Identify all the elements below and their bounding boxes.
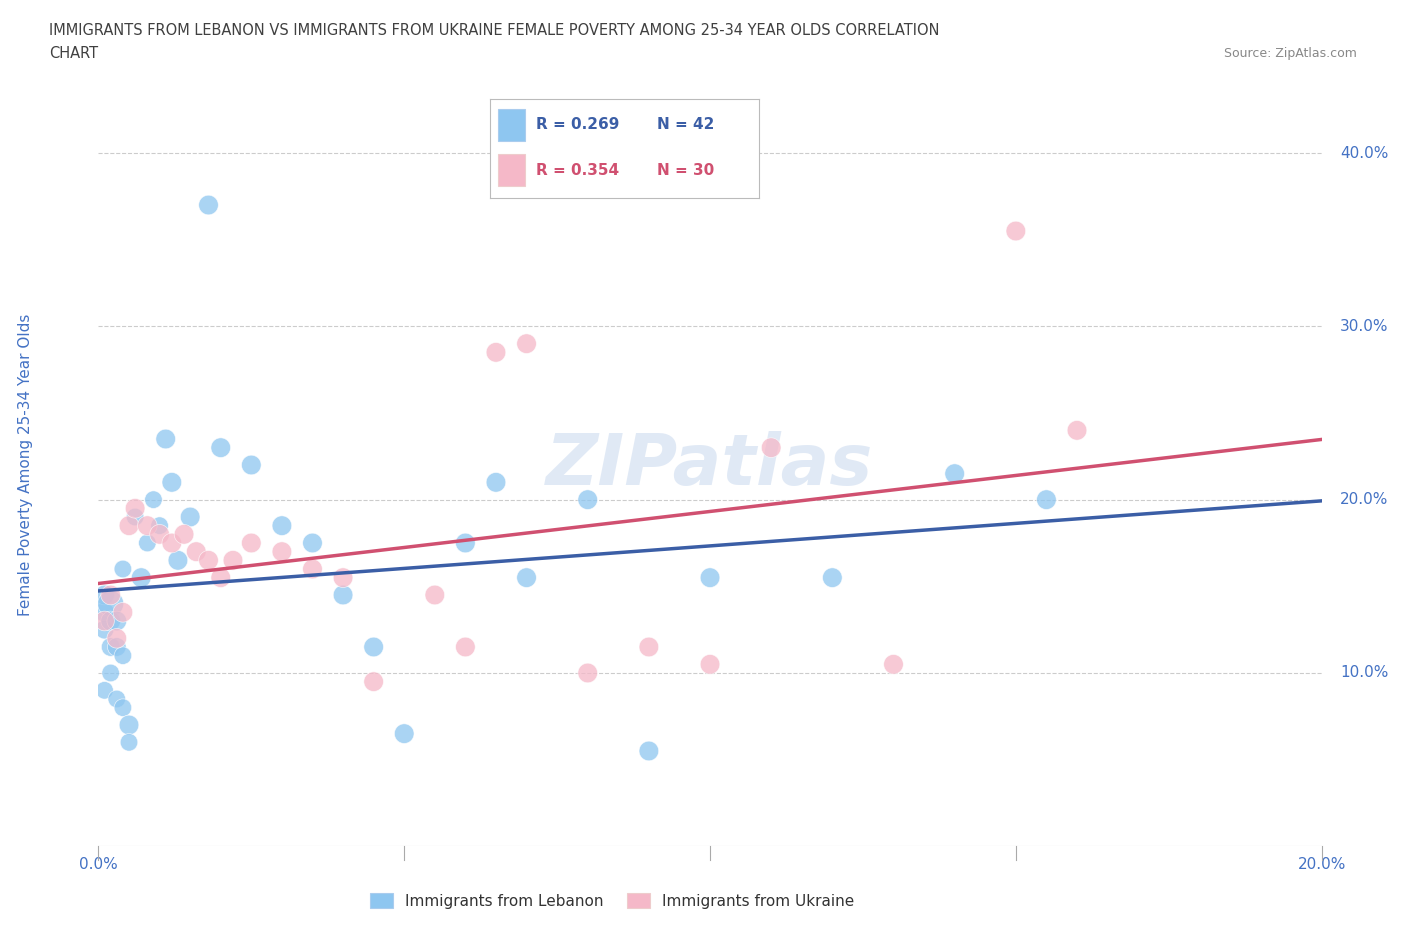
Point [100,596,122,611]
Point [270,518,292,533]
Point [93,588,115,603]
Point [363,640,385,655]
Point [332,570,354,585]
Point [576,492,599,507]
Point [93,622,115,637]
Point [1066,423,1088,438]
Point [485,345,508,360]
Point [637,640,661,655]
Point [173,527,195,542]
Point [136,536,159,551]
Point [301,562,323,577]
Point [270,544,292,559]
Point [1035,492,1057,507]
Point [332,588,354,603]
Text: Source: ZipAtlas.com: Source: ZipAtlas.com [1223,46,1357,60]
Point [454,536,477,551]
Point [100,588,122,603]
Point [111,562,134,577]
Point [576,666,599,681]
Point [100,614,122,629]
Text: 30.0%: 30.0% [1340,319,1389,334]
Point [759,440,782,455]
Point [637,744,661,759]
Point [100,640,122,655]
Text: IMMIGRANTS FROM LEBANON VS IMMIGRANTS FROM UKRAINE FEMALE POVERTY AMONG 25-34 YE: IMMIGRANTS FROM LEBANON VS IMMIGRANTS FR… [49,23,939,38]
Point [118,718,141,733]
Point [883,657,905,671]
Point [105,692,128,707]
Point [240,458,263,472]
Point [93,614,115,629]
Point [111,604,134,619]
Point [142,492,165,507]
Point [118,735,141,750]
Point [160,536,183,551]
Point [301,536,323,551]
Point [209,570,232,585]
Point [124,510,146,525]
Point [222,552,245,567]
Point [943,466,966,481]
Point [167,552,190,567]
Point [363,674,385,689]
Point [93,604,115,619]
Point [197,552,219,567]
Text: 40.0%: 40.0% [1340,145,1388,161]
Point [155,432,177,446]
Point [149,527,172,542]
Point [454,640,477,655]
Text: CHART: CHART [49,46,98,61]
Point [240,536,263,551]
Point [699,570,721,585]
Point [124,501,146,516]
Point [149,518,172,533]
Point [1004,223,1026,238]
Point [423,588,446,603]
Point [209,440,232,455]
Point [105,640,128,655]
Point [186,544,208,559]
Point [93,683,115,698]
Text: ZIPatlas: ZIPatlas [547,431,873,499]
Text: Female Poverty Among 25-34 Year Olds: Female Poverty Among 25-34 Year Olds [17,313,32,617]
Point [111,700,134,715]
Point [105,614,128,629]
Point [105,631,128,645]
Point [160,475,183,490]
Point [516,337,538,352]
Text: 20.0%: 20.0% [1340,492,1388,507]
Point [699,657,721,671]
Point [129,570,152,585]
Point [516,570,538,585]
Text: 10.0%: 10.0% [1340,666,1388,681]
Point [100,666,122,681]
Point [111,648,134,663]
Point [392,726,416,741]
Point [197,197,219,212]
Point [821,570,844,585]
Point [179,510,201,525]
Point [485,475,508,490]
Point [136,518,159,533]
Point [118,518,141,533]
Legend: Immigrants from Lebanon, Immigrants from Ukraine: Immigrants from Lebanon, Immigrants from… [364,886,860,915]
